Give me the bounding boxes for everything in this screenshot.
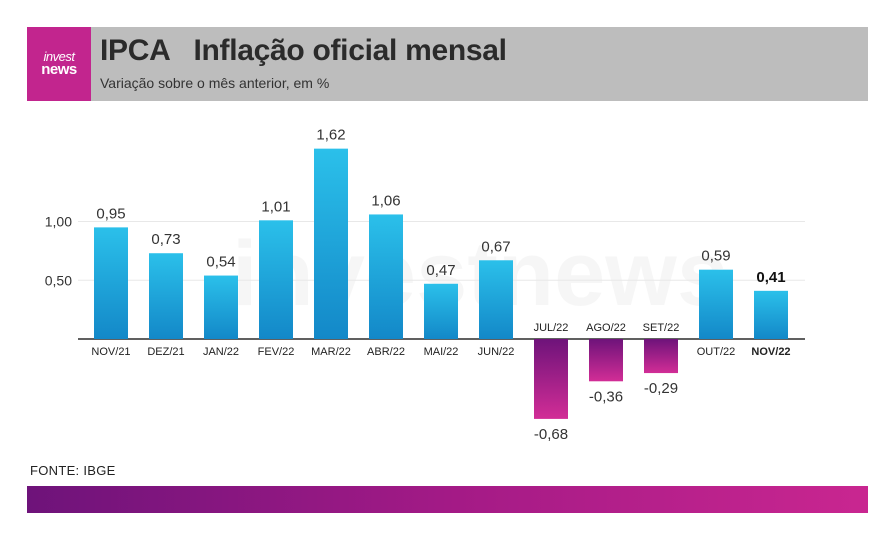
data-label: 0,95 <box>96 205 125 222</box>
x-tick-label: NOV/22 <box>751 346 790 358</box>
data-label: 0,54 <box>206 254 235 271</box>
bar <box>699 269 733 339</box>
bar <box>314 148 348 339</box>
x-tick-label: NOV/21 <box>91 346 130 358</box>
bar <box>149 253 183 339</box>
y-tick-label: 1,00 <box>45 214 72 230</box>
x-tick-label: MAR/22 <box>311 346 351 358</box>
data-label: 1,01 <box>261 198 290 215</box>
source-note: FONTE: IBGE <box>30 463 116 478</box>
x-tick-label: AGO/22 <box>586 322 626 334</box>
header-bar <box>27 27 868 101</box>
x-tick-label: DEZ/21 <box>147 346 184 358</box>
x-tick-label: OUT/22 <box>697 346 736 358</box>
data-label: 0,47 <box>426 262 455 279</box>
bar <box>479 260 513 339</box>
bar <box>94 227 128 339</box>
data-label: 1,06 <box>371 192 400 209</box>
data-label: 0,73 <box>151 231 180 248</box>
y-tick-label: 0,50 <box>45 272 72 288</box>
footer-gradient-bar <box>27 486 868 513</box>
x-tick-label: JUL/22 <box>534 322 569 334</box>
bar <box>369 214 403 339</box>
bar <box>589 339 623 382</box>
x-tick-label: ABR/22 <box>367 346 405 358</box>
data-label: 0,67 <box>481 238 510 255</box>
data-label: -0,68 <box>534 426 568 443</box>
x-tick-label: JUN/22 <box>478 346 515 358</box>
x-tick-label: SET/22 <box>643 322 680 334</box>
bar <box>259 220 293 339</box>
data-label: -0,36 <box>589 388 623 405</box>
bar <box>424 283 458 339</box>
chart-subtitle: Variação sobre o mês anterior, em % <box>100 75 330 91</box>
bar <box>534 339 568 419</box>
logo-line2: news <box>41 61 77 79</box>
bar <box>644 339 678 374</box>
investnews-logo: invest news <box>27 27 91 101</box>
logo-line1: invest <box>43 48 75 64</box>
bar <box>754 290 788 339</box>
bar <box>204 275 238 339</box>
chart-title: IPCA Inflação oficial mensal <box>100 34 507 67</box>
x-tick-label: JAN/22 <box>203 346 239 358</box>
data-label: 1,62 <box>316 127 345 144</box>
data-label: 0,41 <box>756 269 785 286</box>
x-tick-label: FEV/22 <box>258 346 295 358</box>
data-label: -0,29 <box>644 380 678 397</box>
data-label: 0,59 <box>701 248 730 265</box>
x-tick-label: MAI/22 <box>424 346 459 358</box>
